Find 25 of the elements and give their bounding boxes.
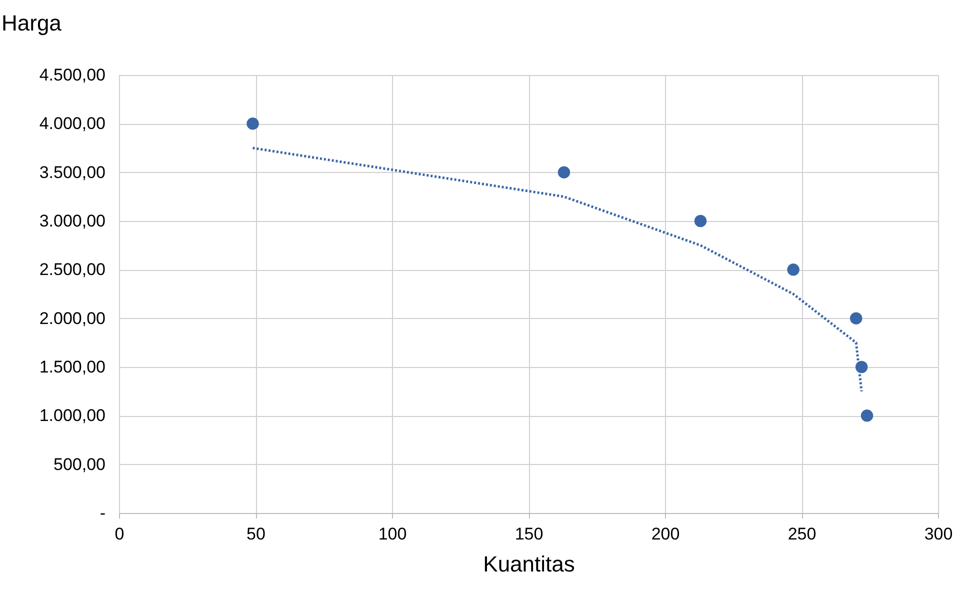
y-tick-label: 1.500,00 [39, 358, 106, 376]
point [246, 118, 259, 130]
x-tick-label: 50 [246, 524, 266, 544]
y-axis-title: Harga [2, 10, 62, 36]
y-tick-label: 4.500,00 [39, 66, 106, 84]
y-tick-label: 2.000,00 [39, 308, 106, 328]
point [558, 166, 570, 178]
y-tick-label: 500,00 [54, 454, 106, 474]
x-tick-label: 200 [651, 524, 680, 544]
x-tick-label: 100 [378, 524, 407, 544]
x-tick-label: 150 [514, 524, 544, 544]
point [694, 214, 707, 228]
y-tick-label: 4.000,00 [39, 114, 106, 134]
y-tick-label: 3.500,00 [39, 162, 106, 182]
y-tick-label: - [100, 504, 106, 522]
point [850, 312, 862, 324]
y-tick-label: 1.000,00 [39, 406, 106, 426]
x-axis-title: Kuantitas [483, 552, 575, 576]
x-tick-label: 250 [788, 524, 816, 544]
x-tick-label: 300 [924, 524, 953, 544]
point [787, 264, 800, 276]
y-tick-label: 3.000,00 [39, 212, 106, 230]
point [860, 410, 874, 422]
y-tick-label: 2.500,00 [39, 260, 106, 280]
x-tick-label: 0 [114, 524, 124, 544]
